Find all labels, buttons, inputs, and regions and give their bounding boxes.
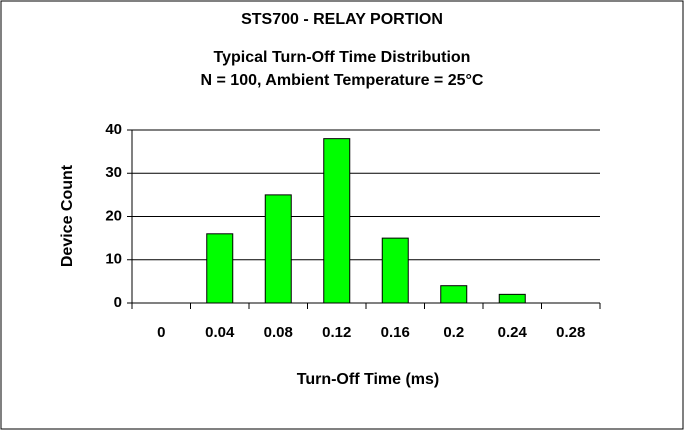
chart-subtitle: N = 100, Ambient Temperature = 25°C bbox=[201, 72, 484, 89]
bar bbox=[323, 138, 351, 304]
x-tick-label: 0 bbox=[157, 324, 165, 341]
bar bbox=[381, 237, 409, 304]
y-tick-label: 40 bbox=[105, 121, 122, 138]
x-tick-label: 0.04 bbox=[205, 324, 235, 341]
x-tick-label: 0.16 bbox=[381, 324, 410, 341]
y-tick-label: 10 bbox=[105, 251, 122, 268]
y-tick-label: 20 bbox=[105, 207, 122, 224]
bar bbox=[440, 285, 468, 304]
x-tick-label: 0.2 bbox=[443, 324, 464, 341]
bar bbox=[206, 233, 234, 304]
bar bbox=[264, 194, 292, 304]
y-axis-label: Device Count bbox=[59, 164, 76, 267]
x-tick-label: 0.24 bbox=[498, 324, 528, 341]
chart-subtitle: Typical Turn-Off Time Distribution bbox=[214, 49, 471, 66]
bar bbox=[498, 293, 526, 304]
chart-title: STS700 - RELAY PORTION bbox=[241, 11, 443, 28]
x-axis-label: Turn-Off Time (ms) bbox=[297, 371, 440, 388]
x-tick-label: 0.12 bbox=[322, 324, 351, 341]
y-tick-label: 30 bbox=[105, 164, 122, 181]
x-tick-label: 0.28 bbox=[556, 324, 585, 341]
x-tick-label: 0.08 bbox=[264, 324, 293, 341]
y-tick-label: 0 bbox=[114, 294, 122, 311]
